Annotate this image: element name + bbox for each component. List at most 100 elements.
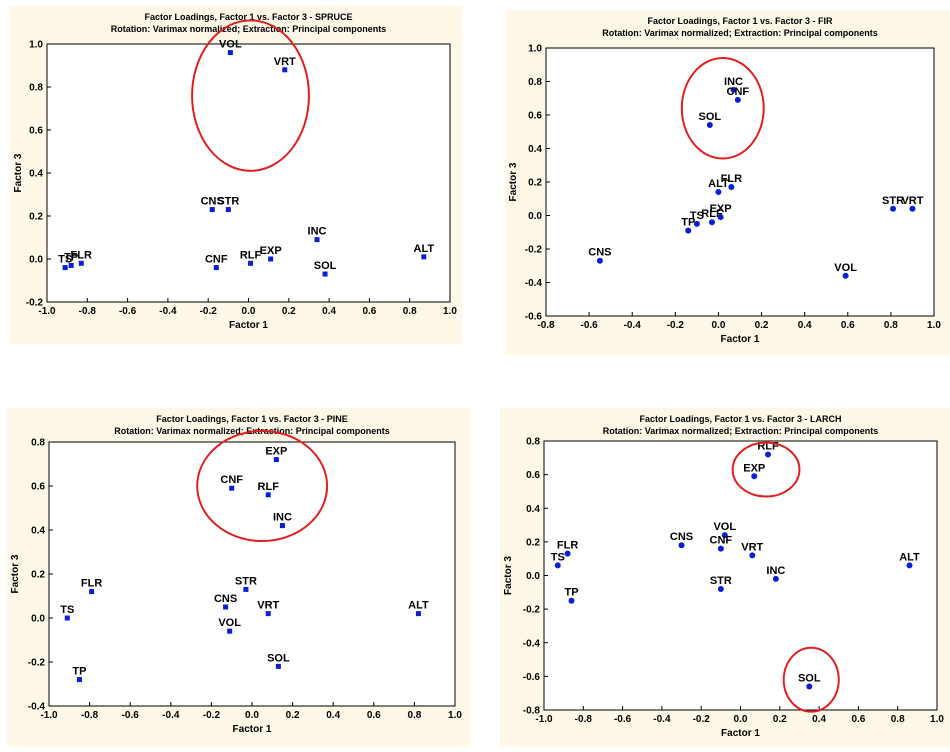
- y-tick-label: 1.0: [528, 44, 542, 55]
- y-tick-label: -0.6: [523, 672, 541, 683]
- y-tick-label: 0.0: [31, 614, 45, 625]
- point-label: CNF: [727, 86, 750, 98]
- y-tick-label: 0.6: [526, 470, 540, 481]
- point-label: VRT: [741, 541, 763, 553]
- chart-subtitle: Rotation: Varimax normalized; Extraction…: [111, 24, 387, 34]
- x-tick-label: 1.0: [927, 320, 941, 331]
- point-label: ALT: [708, 178, 729, 190]
- x-tick-label: 0.8: [891, 714, 905, 725]
- point-marker: [229, 485, 235, 491]
- y-tick-label: 0.6: [29, 126, 43, 137]
- y-tick-label: -0.2: [523, 605, 541, 616]
- point-label: CNS: [670, 531, 693, 543]
- point-marker: [564, 550, 571, 557]
- point-label: TP: [72, 666, 86, 678]
- point-marker: [678, 542, 685, 549]
- point-marker: [772, 575, 779, 582]
- y-tick-label: 0.4: [528, 144, 542, 155]
- point-marker: [906, 562, 913, 569]
- x-tick-label: -1.0: [40, 710, 58, 721]
- point-marker: [268, 256, 274, 262]
- x-tick-label: -0.4: [624, 320, 642, 331]
- scatter-chart: Factor Loadings, Factor 1 vs. Factor 3 -…: [7, 408, 470, 747]
- point-label: CNF: [710, 535, 733, 547]
- chart-subtitle: Rotation: Varimax normalized; Extraction…: [602, 28, 878, 38]
- highlight-circle: [782, 646, 840, 713]
- y-tick-label: -0.2: [26, 298, 44, 309]
- plot-area: [46, 43, 451, 303]
- point-label: SOL: [314, 260, 337, 272]
- y-tick-label: -0.4: [28, 702, 46, 713]
- highlight-circle: [191, 19, 310, 172]
- point-marker: [717, 545, 724, 552]
- point-marker: [749, 552, 756, 559]
- y-tick-label: 0.2: [526, 537, 540, 548]
- x-tick-label: 0.2: [282, 306, 296, 317]
- y-tick-label: -0.2: [28, 658, 46, 669]
- point-label: TP: [681, 217, 695, 229]
- x-tick-label: 0.6: [362, 306, 376, 317]
- x-tick-label: 0.4: [798, 320, 812, 331]
- y-tick-label: 0.4: [31, 526, 45, 537]
- x-tick-label: -1.0: [38, 306, 56, 317]
- point-marker: [62, 265, 68, 271]
- y-tick-label: 0.6: [528, 111, 542, 122]
- point-marker: [68, 262, 74, 268]
- chart-title: Factor Loadings, Factor 1 vs. Factor 3 -…: [639, 414, 841, 424]
- point-marker: [685, 227, 692, 234]
- point-label: TS: [58, 254, 72, 266]
- plot-area: [545, 47, 935, 317]
- x-axis-label: Factor 1: [721, 334, 760, 345]
- point-marker: [322, 271, 328, 277]
- point-marker: [76, 677, 82, 683]
- point-label: VRT: [901, 195, 923, 207]
- x-tick-label: 0.4: [812, 714, 826, 725]
- point-marker: [209, 207, 215, 213]
- y-axis-label: Factor 3: [508, 162, 519, 201]
- point-label: FLR: [71, 249, 92, 261]
- point-marker: [78, 260, 84, 266]
- y-tick-label: 0.2: [31, 570, 45, 581]
- point-marker: [223, 604, 229, 610]
- point-label: RLF: [240, 249, 262, 261]
- point-label: ALT: [408, 600, 429, 612]
- point-label: CNS: [201, 196, 224, 208]
- point-label: VOL: [713, 521, 736, 533]
- point-label: EXP: [743, 462, 765, 474]
- x-tick-label: 0.0: [734, 714, 748, 725]
- point-marker: [273, 457, 279, 463]
- point-label: VRT: [274, 56, 296, 68]
- point-marker: [282, 67, 288, 73]
- x-tick-label: 0.6: [841, 320, 855, 331]
- chart-panel-larch: Factor Loadings, Factor 1 vs. Factor 3 -…: [500, 408, 950, 747]
- x-tick-label: -0.2: [203, 710, 221, 721]
- x-axis-label: Factor 1: [229, 320, 268, 331]
- highlight-circle: [731, 441, 801, 498]
- y-tick-label: 0.2: [528, 178, 542, 189]
- point-label: TS: [690, 210, 704, 222]
- point-marker: [708, 219, 715, 226]
- point-marker: [717, 214, 724, 221]
- point-label: STR: [882, 195, 904, 207]
- y-tick-label: 0.8: [31, 438, 45, 449]
- scatter-chart: Factor Loadings, Factor 1 vs. Factor 3 -…: [500, 408, 950, 747]
- point-marker: [728, 184, 735, 191]
- x-tick-label: 0.8: [884, 320, 898, 331]
- point-marker: [568, 597, 575, 604]
- y-axis-label: Factor 3: [13, 153, 24, 192]
- y-tick-label: 0.4: [526, 504, 540, 515]
- x-tick-label: -0.2: [200, 306, 218, 317]
- point-label: CNS: [588, 247, 611, 259]
- point-marker: [415, 611, 421, 617]
- chart-panel-fir: Factor Loadings, Factor 1 vs. Factor 3 -…: [505, 10, 950, 355]
- point-marker: [706, 122, 713, 129]
- point-label: ALT: [414, 243, 435, 255]
- y-axis-label: Factor 3: [503, 556, 514, 595]
- x-tick-label: 1.0: [448, 710, 462, 721]
- chart-panel-spruce: Factor Loadings, Factor 1 vs. Factor 3 -…: [10, 6, 462, 344]
- x-tick-label: 0.0: [242, 306, 256, 317]
- x-tick-label: 1.0: [930, 714, 944, 725]
- point-label: CNF: [220, 474, 243, 486]
- x-tick-label: -0.2: [693, 714, 711, 725]
- point-marker: [89, 589, 95, 595]
